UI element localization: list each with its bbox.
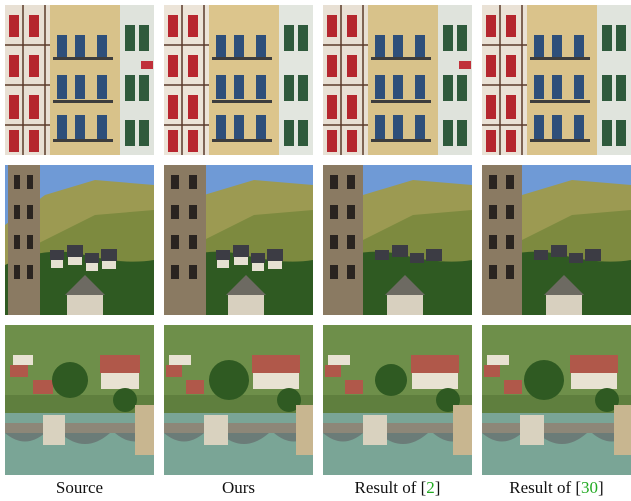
- image-source-tower: [5, 165, 154, 315]
- caption-source: Source: [5, 478, 154, 498]
- image-result30-bridge: [482, 325, 631, 475]
- tower-photo: [482, 165, 631, 315]
- image-result30-tower: [482, 165, 631, 315]
- image-result2-facade: [323, 5, 472, 155]
- caption-ours: Ours: [164, 478, 313, 498]
- caption-row: Source Ours Result of [2] Result of [30]: [5, 478, 631, 498]
- citation-link[interactable]: 2: [426, 478, 435, 497]
- image-ours-facade: [164, 5, 313, 155]
- caption-suffix: ]: [434, 478, 441, 497]
- facade-photo: [164, 5, 313, 155]
- image-ours-tower: [164, 165, 313, 315]
- facade-photo: [482, 5, 631, 155]
- caption-result-30: Result of [30]: [482, 478, 631, 498]
- tower-photo: [323, 165, 472, 315]
- caption-result-2: Result of [2]: [323, 478, 472, 498]
- bridge-photo: [482, 325, 631, 475]
- facade-photo: [323, 5, 472, 155]
- image-result2-bridge: [323, 325, 472, 475]
- image-result30-facade: [482, 5, 631, 155]
- tower-photo: [5, 165, 154, 315]
- facade-photo: [5, 5, 154, 155]
- bridge-photo: [164, 325, 313, 475]
- caption-text: Result of [: [354, 478, 427, 497]
- bridge-photo: [5, 325, 154, 475]
- image-ours-bridge: [164, 325, 313, 475]
- caption-text: Result of [: [509, 478, 582, 497]
- bridge-photo: [323, 325, 472, 475]
- image-grid: [5, 5, 631, 475]
- citation-link[interactable]: 30: [581, 478, 599, 497]
- caption-text: Ours: [221, 478, 256, 497]
- tower-photo: [164, 165, 313, 315]
- image-result2-tower: [323, 165, 472, 315]
- caption-text: Source: [55, 478, 104, 497]
- image-source-bridge: [5, 325, 154, 475]
- image-source-facade: [5, 5, 154, 155]
- caption-suffix: ]: [598, 478, 604, 497]
